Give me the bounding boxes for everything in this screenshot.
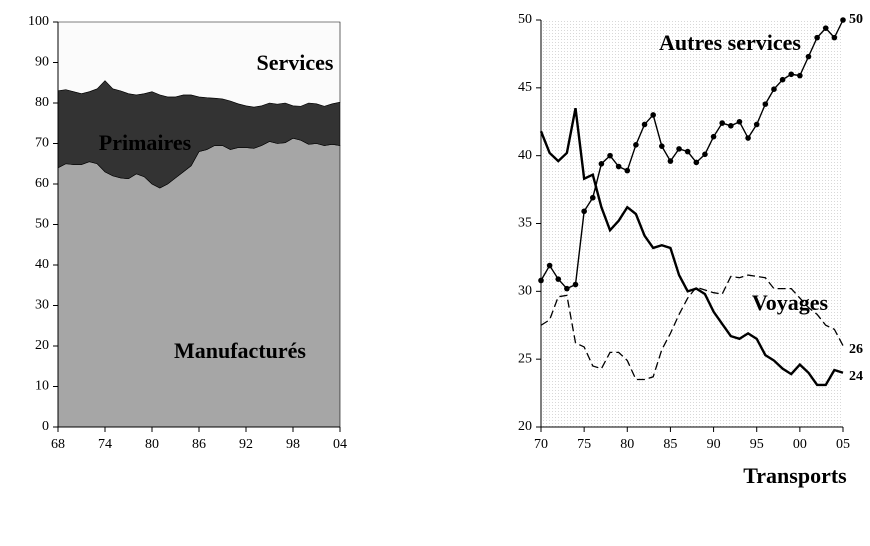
x-tick-label: 75 xyxy=(577,437,591,452)
y-tick-label: 70 xyxy=(35,136,49,151)
y-tick-label: 0 xyxy=(42,419,49,434)
marker xyxy=(719,120,725,126)
plot-area xyxy=(541,20,843,427)
marker xyxy=(641,121,648,128)
marker xyxy=(710,133,717,140)
marker xyxy=(736,118,743,125)
x-tick-label: 98 xyxy=(286,437,300,452)
marker xyxy=(840,17,846,23)
marker xyxy=(633,142,639,148)
x-tick-label: 68 xyxy=(51,437,65,452)
y-tick-label: 10 xyxy=(35,379,49,394)
x-tick-label: 85 xyxy=(663,437,677,452)
marker xyxy=(564,285,570,292)
y-tick-label: 100 xyxy=(28,14,49,29)
y-tick-label: 35 xyxy=(518,216,532,231)
marker xyxy=(822,25,829,31)
marker xyxy=(779,76,786,83)
series-label: Autres services xyxy=(659,30,801,55)
area xyxy=(57,21,341,108)
series-label: Services xyxy=(257,50,334,75)
x-tick-label: 80 xyxy=(145,437,159,452)
series-label: Transports xyxy=(743,463,847,488)
marker xyxy=(659,143,665,149)
marker xyxy=(676,146,682,152)
marker xyxy=(555,276,562,282)
x-tick-label: 05 xyxy=(836,437,850,452)
line xyxy=(540,274,844,381)
x-tick-label: 00 xyxy=(793,437,807,452)
x-tick-label: 80 xyxy=(620,437,634,452)
end-label: 24 xyxy=(849,369,863,384)
series-label: Primaires xyxy=(99,130,192,155)
area xyxy=(57,137,341,428)
y-tick-label: 20 xyxy=(518,419,532,434)
y-tick-label: 45 xyxy=(518,80,532,95)
y-tick-label: 80 xyxy=(35,95,49,110)
line xyxy=(539,107,844,387)
marker xyxy=(581,208,587,215)
y-tick-label: 30 xyxy=(35,298,49,313)
marker xyxy=(753,121,760,128)
y-tick-label: 40 xyxy=(518,148,532,163)
marker xyxy=(598,161,605,167)
y-tick-label: 50 xyxy=(35,217,49,232)
marker xyxy=(572,281,579,288)
marker xyxy=(831,34,838,41)
marker xyxy=(546,262,553,269)
y-tick-label: 60 xyxy=(35,176,49,191)
marker xyxy=(814,34,820,41)
x-tick-label: 95 xyxy=(750,437,764,452)
marker xyxy=(693,159,700,166)
y-tick-label: 90 xyxy=(35,55,49,70)
marker xyxy=(745,135,751,141)
series-label: Voyages xyxy=(752,290,829,315)
marker xyxy=(805,53,812,60)
marker xyxy=(788,71,795,78)
y-tick-label: 20 xyxy=(35,338,49,353)
x-tick-label: 70 xyxy=(534,437,548,452)
y-tick-label: 30 xyxy=(518,284,532,299)
x-tick-label: 90 xyxy=(707,437,721,452)
series-label: Manufacturés xyxy=(174,338,306,363)
y-tick-label: 25 xyxy=(518,351,532,366)
marker xyxy=(702,151,708,158)
marker xyxy=(728,123,734,129)
marker xyxy=(667,158,674,164)
marker xyxy=(771,86,777,92)
marker xyxy=(624,167,631,174)
y-tick-label: 40 xyxy=(35,257,49,272)
marker xyxy=(589,194,596,201)
y-tick-label: 50 xyxy=(518,12,532,27)
marker xyxy=(650,112,656,118)
end-label: 26 xyxy=(849,342,863,357)
marker xyxy=(607,152,613,159)
marker xyxy=(762,101,769,107)
x-tick-label: 04 xyxy=(333,437,347,452)
marker xyxy=(615,163,622,170)
x-tick-label: 74 xyxy=(98,437,112,452)
x-tick-label: 92 xyxy=(239,437,253,452)
x-tick-label: 86 xyxy=(192,437,206,452)
end-label: 50 xyxy=(849,12,863,27)
marker xyxy=(684,148,691,155)
marker xyxy=(797,72,803,79)
